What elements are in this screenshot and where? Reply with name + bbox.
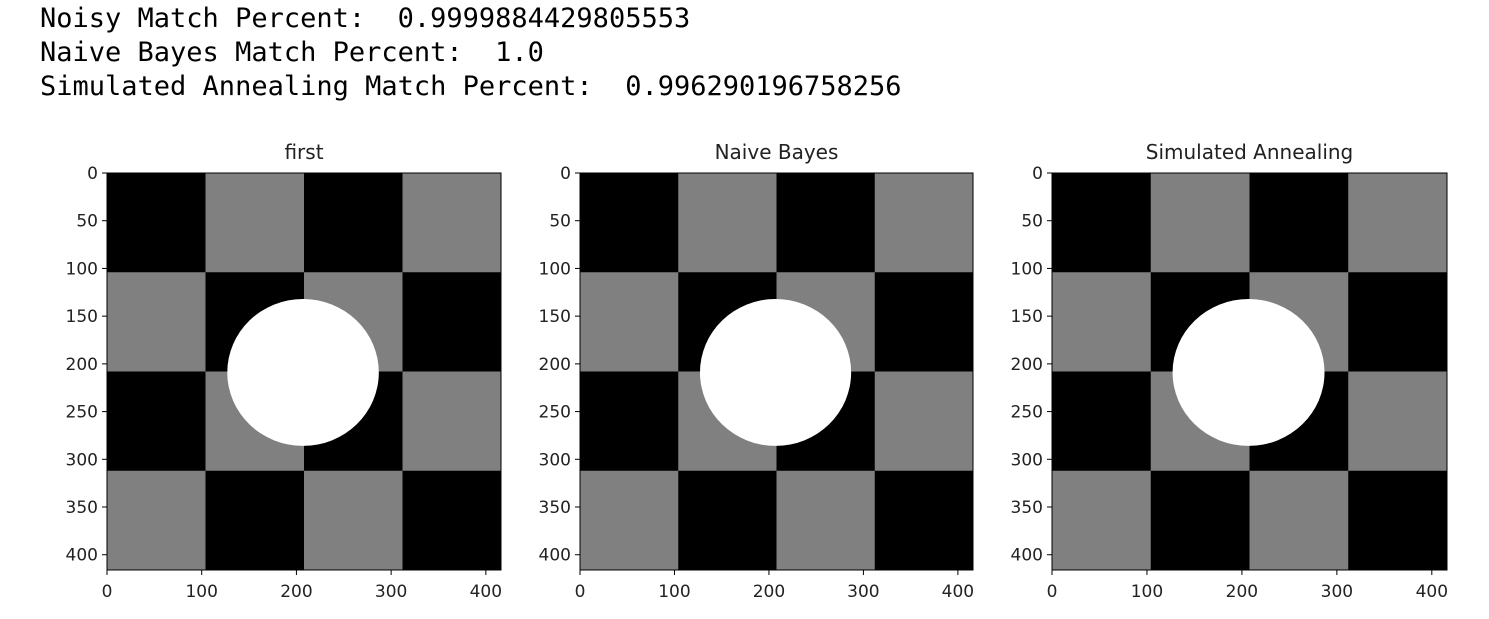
x-tick-label: 200 <box>753 582 785 602</box>
x-tick-label: 200 <box>280 582 312 602</box>
x-tick-label: 400 <box>1416 582 1448 602</box>
y-tick-label: 350 <box>1011 498 1043 518</box>
checker-square <box>580 371 679 472</box>
x-tick-label: 0 <box>102 582 113 602</box>
checker-square <box>402 173 502 273</box>
checker-square <box>1249 173 1349 273</box>
y-tick-label: 100 <box>1011 259 1043 279</box>
y-tick-label: 50 <box>76 212 98 232</box>
axes-frame <box>106 172 502 571</box>
output-line: Noisy Match Percent: 0.9999884429805553 <box>40 3 690 34</box>
y-tick-label: 50 <box>549 212 571 232</box>
x-tick-label: 0 <box>575 582 586 602</box>
y-tick-label: 0 <box>87 164 98 184</box>
y-tick-label: 300 <box>539 450 571 470</box>
x-tick-label: 400 <box>942 582 974 602</box>
checker-square <box>107 371 206 472</box>
y-tick-label: 400 <box>539 546 571 566</box>
y-tick-label: 250 <box>539 403 571 423</box>
axes-frame <box>1051 172 1448 571</box>
checker-square <box>678 173 777 273</box>
axes-frame <box>579 172 974 571</box>
image <box>580 173 974 571</box>
checker-square <box>1052 470 1152 571</box>
circle <box>1172 298 1325 446</box>
y-tick-label: 150 <box>539 307 571 327</box>
checker-square <box>402 272 502 372</box>
panel-title: Simulated Annealing <box>1146 140 1354 164</box>
checker-square <box>776 470 876 571</box>
panel-title: first <box>284 140 323 164</box>
checker-square <box>874 470 974 571</box>
x-tick-label: 300 <box>1321 582 1353 602</box>
x-tick-label: 100 <box>185 582 217 602</box>
checker-square <box>874 272 974 372</box>
circle <box>227 298 379 446</box>
checker-square <box>205 470 305 571</box>
x-tick-label: 100 <box>1131 582 1163 602</box>
checker-square <box>107 173 206 273</box>
checker-square <box>304 173 403 273</box>
y-tick-label: 100 <box>66 259 98 279</box>
y-tick-label: 300 <box>66 450 98 470</box>
checker-square <box>1052 173 1152 273</box>
x-tick-label: 300 <box>847 582 879 602</box>
checker-square <box>1249 470 1349 571</box>
x-tick-label: 400 <box>470 582 502 602</box>
checker-square <box>1348 371 1448 472</box>
checker-square <box>1348 272 1448 372</box>
image <box>107 173 502 571</box>
checker-square <box>205 173 305 273</box>
y-tick-label: 350 <box>66 498 98 518</box>
x-tick-label: 0 <box>1047 582 1058 602</box>
x-tick-label: 200 <box>1226 582 1258 602</box>
checker-square <box>580 173 679 273</box>
checker-square <box>107 470 206 571</box>
checker-square <box>874 371 974 472</box>
y-tick-label: 50 <box>1021 212 1043 232</box>
checker-square <box>402 371 502 472</box>
y-tick-label: 300 <box>1011 450 1043 470</box>
y-tick-label: 150 <box>66 307 98 327</box>
y-tick-label: 200 <box>1011 355 1043 375</box>
checker-square <box>107 272 206 372</box>
checker-square <box>1052 371 1152 472</box>
checker-square <box>776 173 876 273</box>
y-tick-label: 100 <box>539 259 571 279</box>
x-tick-label: 300 <box>375 582 407 602</box>
checker-square <box>304 470 403 571</box>
y-tick-label: 250 <box>1011 403 1043 423</box>
checker-square <box>1348 173 1448 273</box>
checker-square <box>580 272 679 372</box>
checker-square <box>1348 470 1448 571</box>
y-tick-label: 400 <box>66 546 98 566</box>
y-tick-label: 250 <box>66 403 98 423</box>
y-tick-label: 0 <box>560 164 571 184</box>
x-tick-label: 100 <box>658 582 690 602</box>
checker-square <box>1150 470 1250 571</box>
y-tick-label: 200 <box>66 355 98 375</box>
checker-square <box>1150 173 1250 273</box>
y-tick-label: 150 <box>1011 307 1043 327</box>
y-tick-label: 0 <box>1032 164 1043 184</box>
checker-square <box>580 470 679 571</box>
circle <box>699 298 852 446</box>
y-tick-label: 350 <box>539 498 571 518</box>
checker-square <box>402 470 502 571</box>
output-line: Naive Bayes Match Percent: 1.0 <box>40 37 544 68</box>
y-tick-label: 400 <box>1011 546 1043 566</box>
image <box>1052 173 1448 571</box>
checker-square <box>1052 272 1152 372</box>
checker-square <box>874 173 974 273</box>
y-tick-label: 200 <box>539 355 571 375</box>
checker-square <box>678 470 777 571</box>
panel-title: Naive Bayes <box>715 140 839 164</box>
output-line: Simulated Annealing Match Percent: 0.996… <box>40 71 902 102</box>
